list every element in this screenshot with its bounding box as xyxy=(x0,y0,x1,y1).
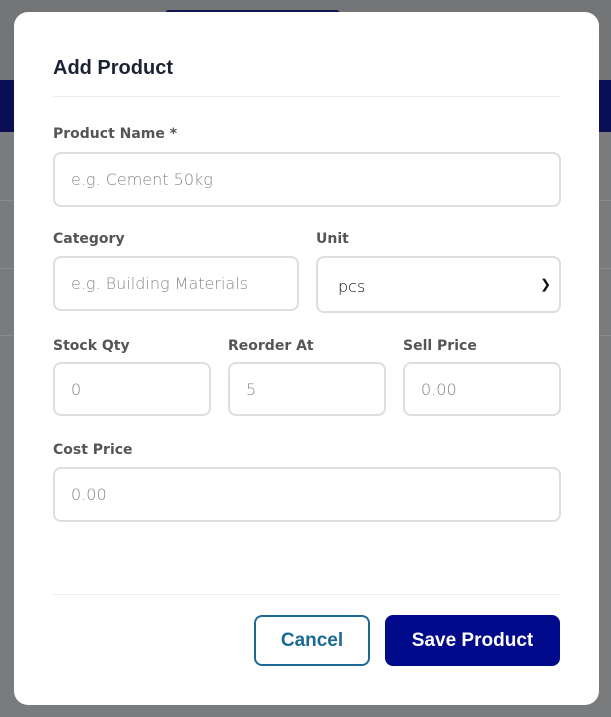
stock-qty-label: Stock Qty xyxy=(53,338,130,354)
reorder-at-input[interactable]: 5 xyxy=(228,362,386,416)
chevron-down-icon: ❯ xyxy=(540,277,551,292)
sell-price-input[interactable]: 0.00 xyxy=(403,362,561,416)
cost-price-label: Cost Price xyxy=(53,442,133,458)
unit-select[interactable]: pcs ❯ xyxy=(316,256,561,313)
cancel-button[interactable]: Cancel xyxy=(254,615,370,666)
unit-label: Unit xyxy=(316,231,349,247)
modal-title: Add Product xyxy=(53,57,173,79)
header-divider xyxy=(53,96,561,97)
placeholder: 5 xyxy=(246,379,257,399)
placeholder: 0 xyxy=(71,379,82,399)
sell-price-label: Sell Price xyxy=(403,338,477,354)
save-product-button[interactable]: Save Product xyxy=(385,615,560,666)
placeholder: e.g. Cement 50kg xyxy=(71,170,213,189)
category-input[interactable]: e.g. Building Materials xyxy=(53,256,299,311)
placeholder: 0.00 xyxy=(421,379,457,399)
placeholder: e.g. Building Materials xyxy=(71,274,248,293)
reorder-at-label: Reorder At xyxy=(228,338,314,354)
product-name-label: Product Name * xyxy=(53,126,178,142)
stock-qty-input[interactable]: 0 xyxy=(53,362,211,416)
unit-value: pcs xyxy=(338,277,366,296)
product-name-input[interactable]: e.g. Cement 50kg xyxy=(53,152,561,207)
cost-price-input[interactable]: 0.00 xyxy=(53,467,561,522)
placeholder: 0.00 xyxy=(71,485,107,504)
add-product-modal: Add Product Product Name * e.g. Cement 5… xyxy=(14,12,599,705)
footer-divider xyxy=(53,594,561,595)
category-label: Category xyxy=(53,231,125,247)
